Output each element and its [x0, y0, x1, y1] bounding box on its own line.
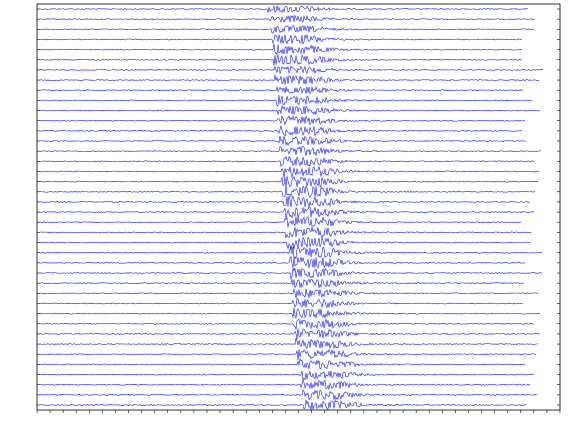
- trace: [39, 357, 526, 370]
- trace: [39, 65, 544, 75]
- trace: [39, 25, 535, 34]
- trace: [39, 43, 523, 56]
- trace: [39, 246, 543, 261]
- trace: [39, 318, 535, 331]
- trace: [39, 379, 531, 390]
- trace: [39, 34, 523, 45]
- trace: [39, 145, 542, 156]
- trace: [39, 165, 540, 179]
- trace: [39, 348, 537, 361]
- trace: [39, 255, 526, 269]
- trace: [39, 328, 541, 339]
- trace: [39, 14, 536, 24]
- trace: [39, 288, 539, 299]
- trace: [39, 195, 531, 208]
- trace: [39, 135, 527, 147]
- trace: [39, 176, 539, 188]
- trace: [39, 267, 542, 280]
- trace: [39, 226, 532, 239]
- trace: [39, 236, 531, 251]
- trace: [39, 86, 524, 95]
- plot-frame: [36, 3, 561, 411]
- trace: [39, 125, 523, 137]
- trace: [39, 389, 538, 401]
- trace: [39, 399, 527, 411]
- trace: [39, 5, 529, 13]
- trace: [39, 216, 521, 228]
- trace: [39, 298, 524, 309]
- trace: [39, 74, 540, 85]
- trace: [39, 114, 526, 126]
- trace: [39, 184, 536, 199]
- trace: [39, 105, 541, 116]
- trace: [39, 307, 541, 319]
- trace: [39, 95, 533, 107]
- trace: [39, 155, 535, 167]
- trace: [39, 278, 525, 289]
- trace: [39, 337, 539, 350]
- trace: [39, 54, 523, 66]
- trace: [39, 370, 535, 381]
- trace: [39, 206, 535, 219]
